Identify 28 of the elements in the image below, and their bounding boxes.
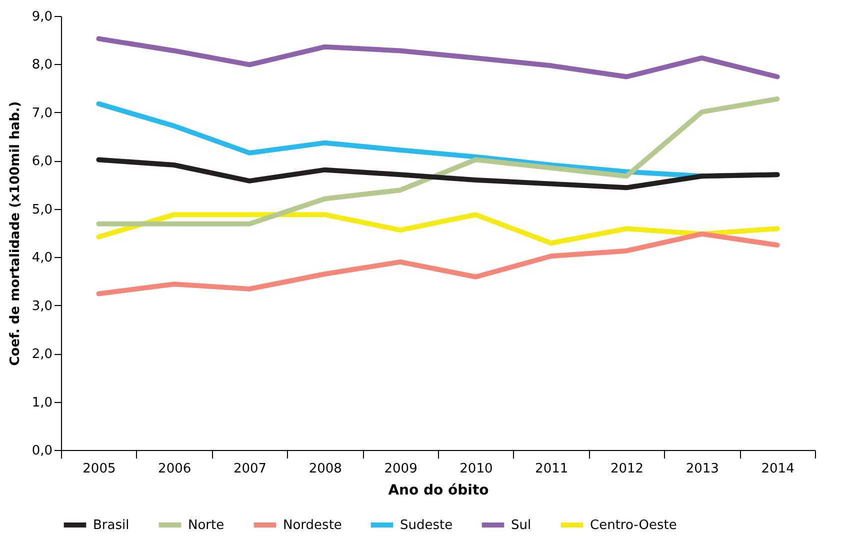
x-tick-label: 2011 xyxy=(535,462,568,476)
x-tick-label: 2010 xyxy=(460,462,493,476)
x-tick-label: 2012 xyxy=(610,462,644,476)
y-tick-label: 5,0 xyxy=(32,202,52,218)
x-tick-label: 2013 xyxy=(686,462,719,476)
x-tick-label: 2008 xyxy=(308,462,342,476)
x-tick-label: 2007 xyxy=(233,462,267,476)
y-tick-label: 8,0 xyxy=(32,58,52,73)
y-tick-label: 1,0 xyxy=(32,395,52,410)
legend-label: Sudeste xyxy=(400,518,453,533)
y-tick-label: 6,0 xyxy=(32,154,52,170)
x-tick-label: 2006 xyxy=(158,462,192,476)
x-axis-title: Ano do óbito xyxy=(388,482,490,498)
legend-label: Sul xyxy=(511,518,532,533)
x-tick-label: 2009 xyxy=(384,462,418,476)
y-tick-label: 9,0 xyxy=(32,10,52,24)
x-tick-label: 2014 xyxy=(761,462,794,476)
y-tick-label: 3,0 xyxy=(32,298,52,314)
y-axis-title: Coef. de mortalidade (x100mil hab.) xyxy=(8,101,23,366)
y-tick-label: 2,0 xyxy=(32,347,52,362)
legend-label: Nordeste xyxy=(283,518,342,533)
y-tick-label: 0,0 xyxy=(32,444,52,458)
legend-label: Norte xyxy=(188,518,224,533)
legend-label: Centro-Oeste xyxy=(590,518,677,533)
x-tick-label: 2005 xyxy=(82,462,116,476)
y-tick-label: 7,0 xyxy=(32,106,52,121)
y-tick-label: 4,0 xyxy=(32,250,52,266)
legend-label: Brasil xyxy=(93,518,130,533)
